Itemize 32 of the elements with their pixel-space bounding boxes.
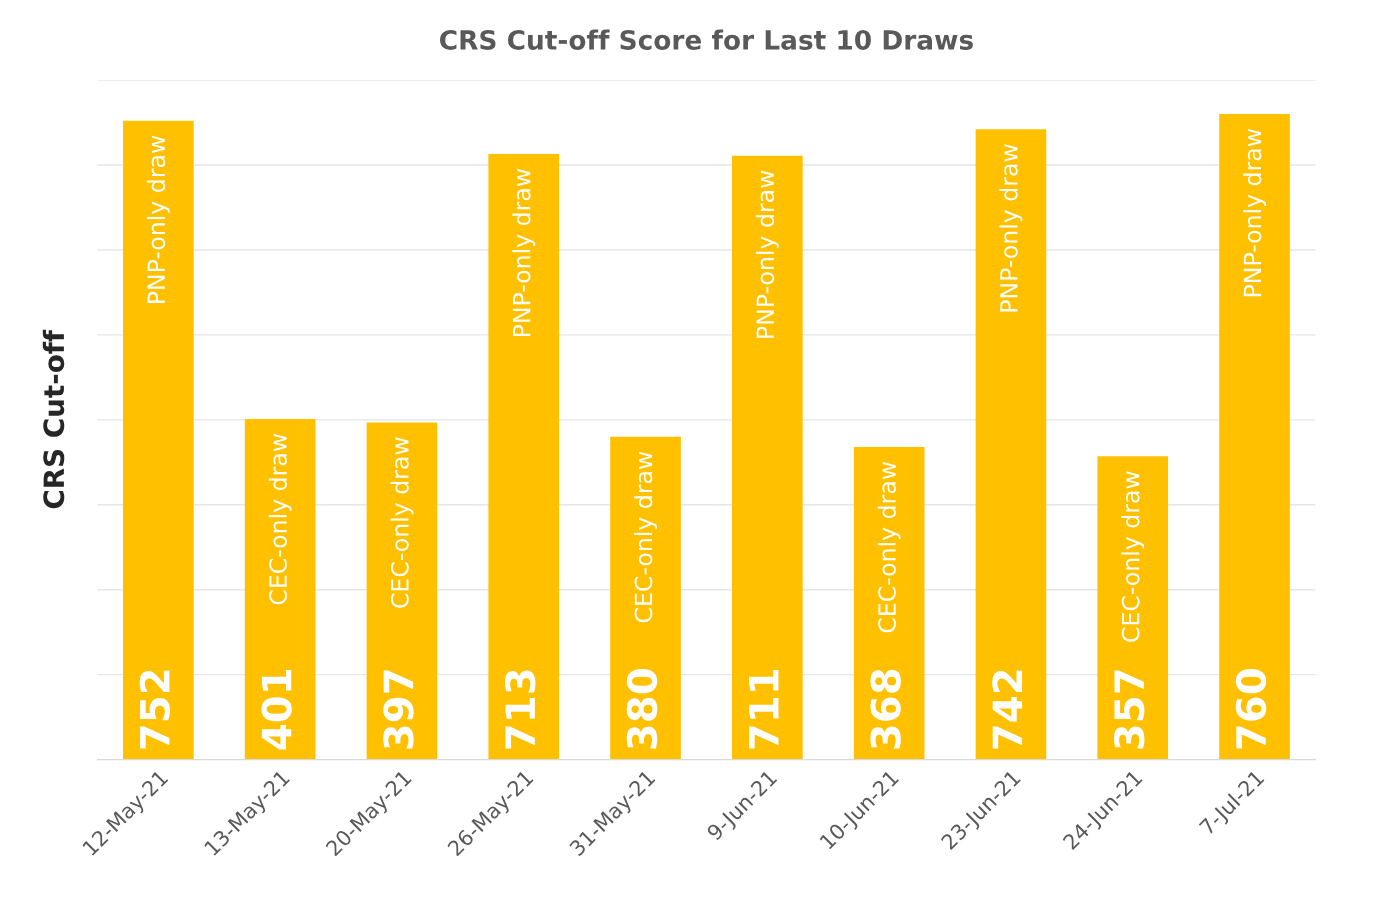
bar <box>610 436 681 760</box>
bar <box>123 120 194 760</box>
data-label: 401 <box>261 669 292 750</box>
annotation: PNP-only draw <box>1243 128 1266 297</box>
bar <box>975 129 1047 760</box>
annotation: PNP-only draw <box>999 144 1023 312</box>
bar <box>1219 114 1290 760</box>
data-label: 397 <box>383 670 414 749</box>
bar <box>244 419 316 760</box>
annotation: CEC-only draw <box>877 461 901 633</box>
annotation: CEC-only draw <box>1121 471 1145 642</box>
annotation: PNP-only draw <box>755 170 779 338</box>
y-axis-title: CRS Cut-off <box>42 329 65 509</box>
annotation: CEC-only draw <box>268 433 292 605</box>
data-label: 711 <box>749 669 779 749</box>
annotation: PNP-only draw <box>512 168 536 337</box>
bar <box>1097 456 1169 760</box>
data-label: 380 <box>626 669 658 749</box>
chart-title: CRS Cut-off Score for Last 10 Draws <box>440 29 973 50</box>
data-label: 742 <box>992 670 1023 749</box>
annotation: PNP-only draw <box>146 135 170 303</box>
annotation: CEC-only draw <box>634 451 657 623</box>
bar <box>853 447 925 760</box>
bar <box>366 422 438 760</box>
data-label: 752 <box>139 670 171 749</box>
data-label: 368 <box>870 669 901 749</box>
data-label: 357 <box>1113 670 1145 749</box>
data-label: 713 <box>504 670 536 749</box>
bar <box>732 155 803 760</box>
data-label: 760 <box>1235 669 1267 749</box>
annotation: CEC-only draw <box>390 437 414 608</box>
bar <box>488 154 560 760</box>
